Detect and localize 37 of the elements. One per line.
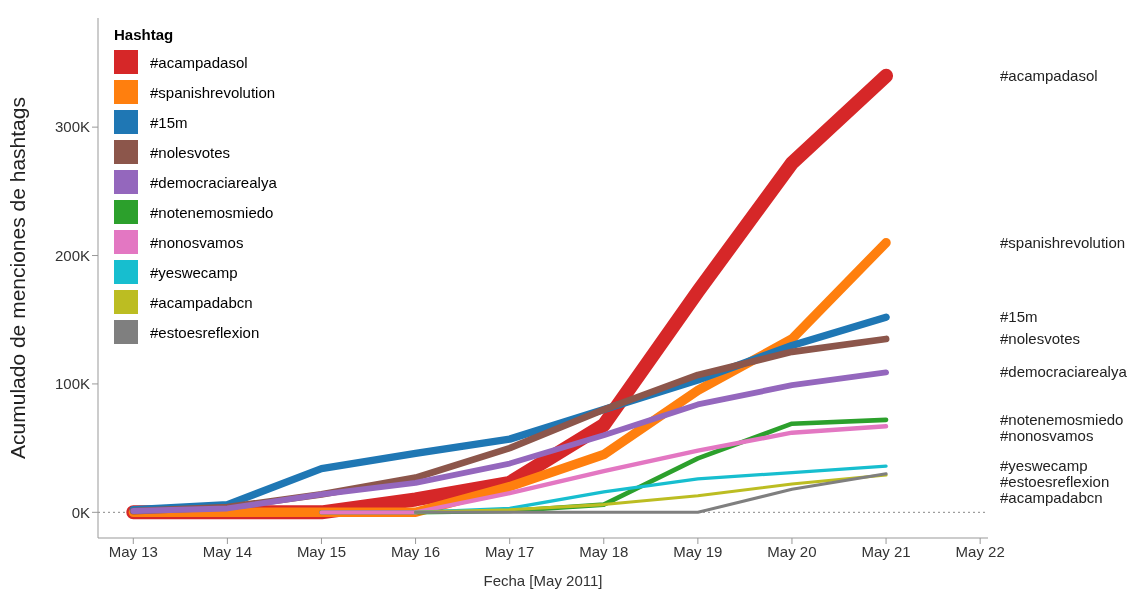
y-tick-label: 0K (71, 503, 90, 521)
x-tick-label: May 22 (955, 542, 1005, 560)
legend-label: #nolesvotes (150, 143, 231, 161)
text: #spanishrevolution (1000, 233, 1126, 251)
text: #acampadabcn (1000, 489, 1103, 507)
x-tick-label: May 19 (673, 542, 723, 560)
legend-label: #nonosvamos (150, 233, 244, 251)
y-tick-label: 100K (54, 375, 90, 393)
x-tick-label: May 20 (767, 542, 817, 560)
legend-label: #estoesreflexion (150, 323, 260, 341)
x-tick-label: May 18 (579, 542, 629, 560)
text: #democraciarealya (1000, 363, 1127, 381)
legend-label: #spanishrevolution (150, 83, 276, 101)
legend-label: #acampadabcn (150, 293, 253, 311)
y-tick-label: 300K (54, 118, 90, 136)
legend-label: #15m (150, 113, 188, 131)
x-axis-title: Fecha [May 2011] (483, 572, 603, 589)
text: #yeswecamp (1000, 457, 1088, 475)
text: #15m (1000, 308, 1038, 326)
y-axis-title: Acumulado de menciones de hashtags (6, 97, 30, 459)
legend-label: #notenemosmiedo (150, 203, 274, 221)
x-tick-label: May 21 (861, 542, 911, 560)
legend-label: #acampadasol (150, 53, 248, 71)
legend-title: Hashtag (114, 26, 175, 43)
x-tick-label: May 16 (390, 542, 441, 560)
text: #nonosvamos (1000, 426, 1094, 444)
legend-label: #yeswecamp (150, 263, 238, 281)
legend-label: #democraciarealya (150, 173, 277, 191)
y-tick-label: 200K (54, 246, 90, 264)
text: #nolesvotes (1000, 329, 1081, 347)
x-tick-label: May 13 (108, 542, 158, 560)
text: #estoesreflexion (1000, 473, 1110, 491)
text: #notenemosmiedo (1000, 410, 1124, 428)
x-tick-label: May 15 (296, 542, 347, 560)
text: #acampadasol (1000, 66, 1098, 84)
x-tick-label: May 17 (485, 542, 535, 560)
x-tick-label: May 14 (202, 542, 252, 560)
